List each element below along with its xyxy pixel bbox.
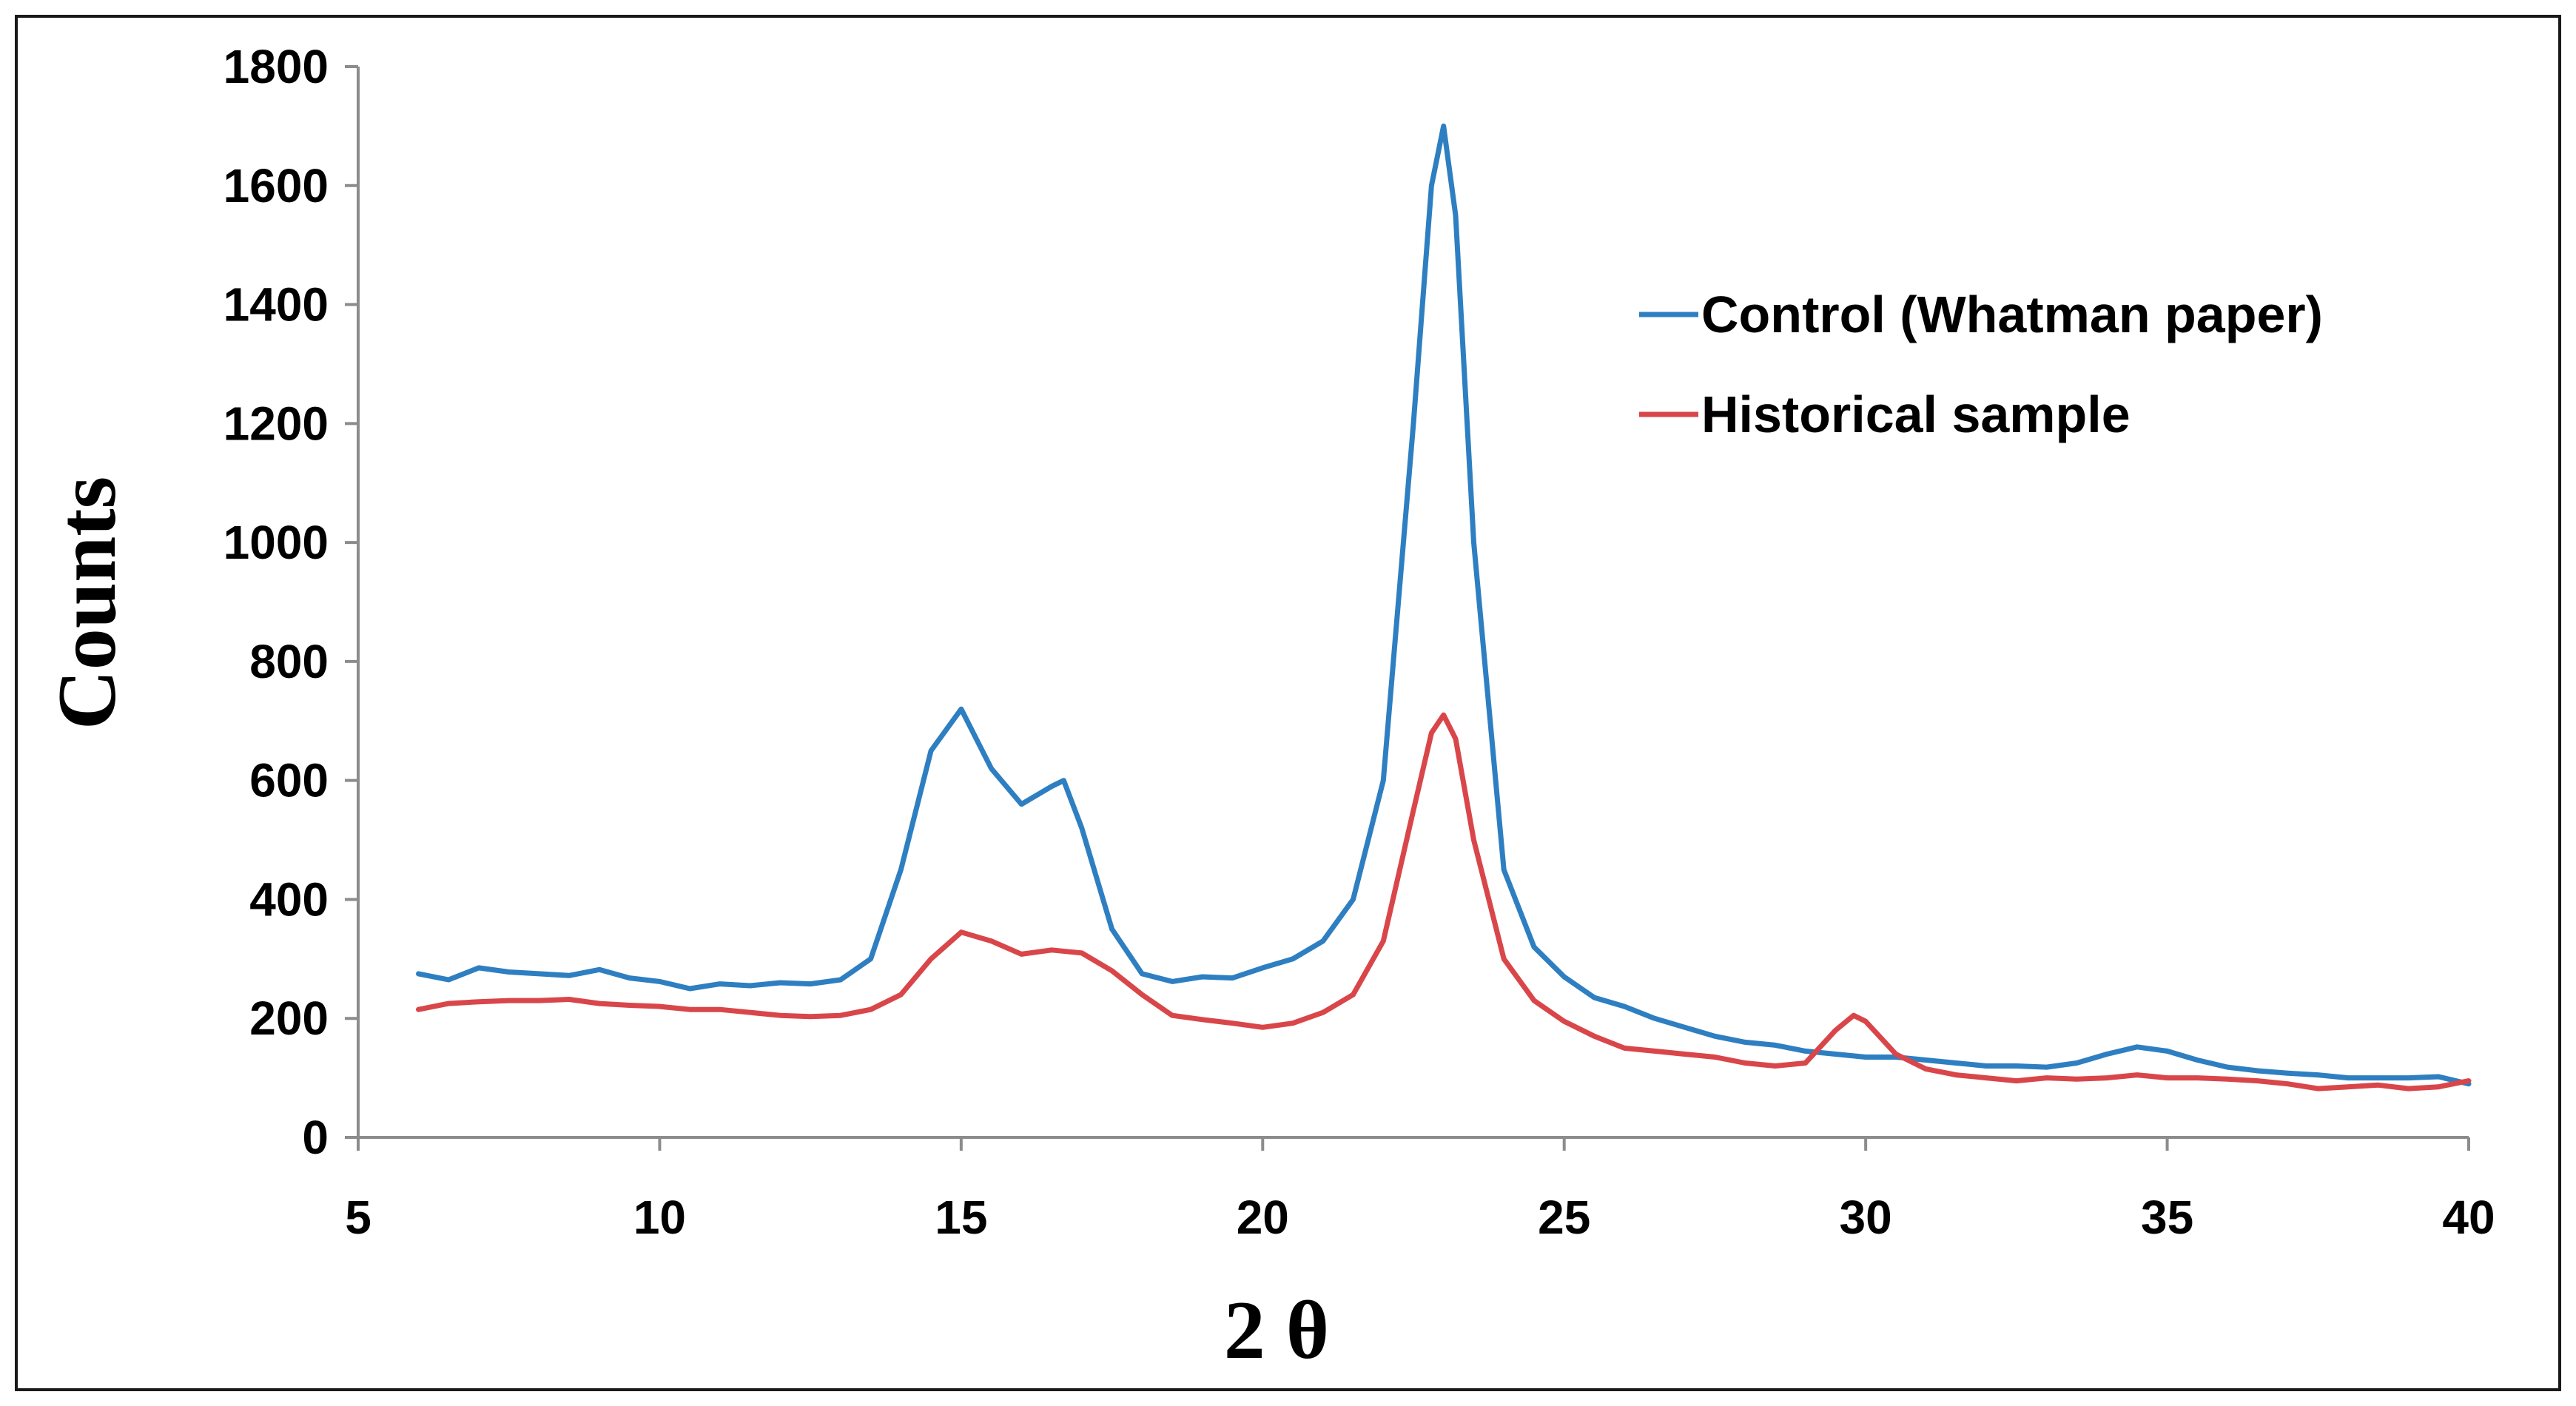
y-tick-label-0: 0 <box>302 1111 329 1164</box>
y-tick-label-1200: 1200 <box>223 397 329 450</box>
y-tick-label-1600: 1600 <box>223 159 329 212</box>
series-line-historical <box>416 712 2472 1092</box>
y-tick-label-200: 200 <box>249 992 329 1045</box>
x-tick-label-5: 5 <box>345 1191 371 1244</box>
y-tick-label-1400: 1400 <box>223 278 329 332</box>
x-tick-label-25: 25 <box>1538 1191 1590 1244</box>
legend: Control (Whatman paper) Historical sample <box>1639 286 2323 443</box>
chart-frame <box>15 15 2561 1391</box>
legend-label-control: Control (Whatman paper) <box>1701 286 2323 343</box>
y-tick-label-1800: 1800 <box>223 40 329 93</box>
y-tick-label-400: 400 <box>249 872 329 926</box>
series-line-control <box>416 123 2472 1087</box>
y-tick-label-800: 800 <box>249 635 329 688</box>
legend-label-historical: Historical sample <box>1701 386 2131 443</box>
x-axis-title: 2 θ <box>1224 1285 1329 1376</box>
y-tick-label-600: 600 <box>249 754 329 807</box>
x-tick-label-20: 20 <box>1237 1191 1289 1244</box>
series-layer <box>416 123 2472 1092</box>
y-axis-ticks: 0 200 400 600 800 1000 1200 1400 1600 1800 <box>223 40 358 1164</box>
x-axis-ticks: 5 10 15 20 25 30 35 40 <box>345 1137 2495 1244</box>
y-tick-label-1000: 1000 <box>223 516 329 569</box>
x-tick-label-30: 30 <box>1840 1191 1892 1244</box>
x-tick-label-40: 40 <box>2442 1191 2495 1244</box>
y-axis-title: Counts <box>41 477 133 730</box>
x-tick-label-10: 10 <box>633 1191 686 1244</box>
x-tick-label-35: 35 <box>2141 1191 2193 1244</box>
x-tick-label-15: 15 <box>935 1191 987 1244</box>
